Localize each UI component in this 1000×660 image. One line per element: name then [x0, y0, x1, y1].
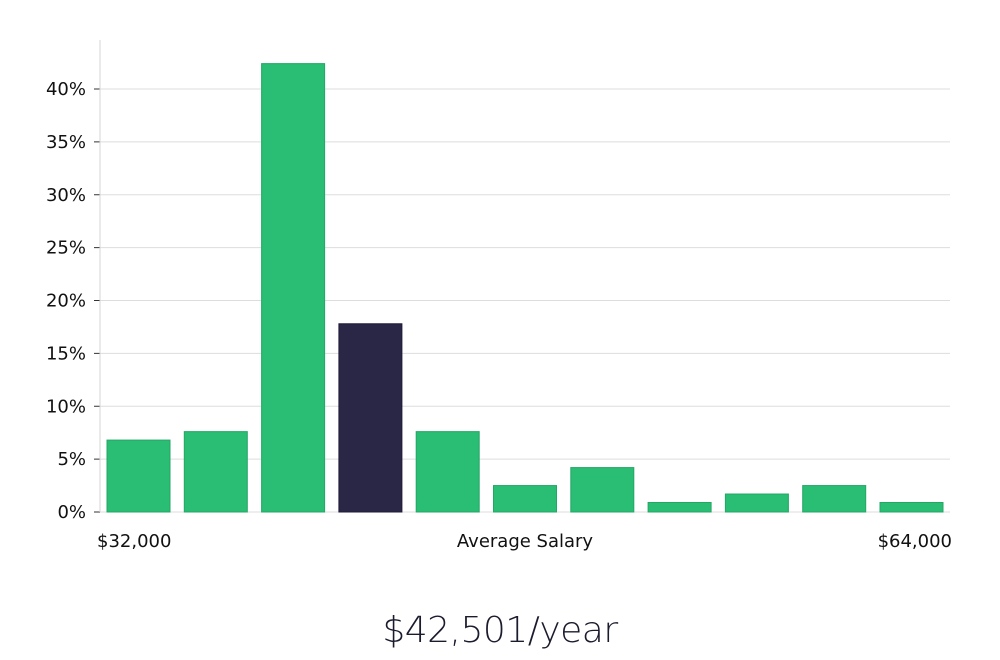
y-tick-label: 20%: [46, 291, 86, 312]
salary-histogram: 0% 5% 10% 15% 20% 25% 30% 35% 40% $32,000 Averag…: [46, 40, 952, 552]
bar: [802, 485, 867, 513]
bar: [261, 63, 326, 513]
x-axis-title: Average Salary: [457, 531, 594, 552]
y-tick-label: 10%: [46, 396, 86, 417]
y-tick-label: 35%: [46, 132, 86, 153]
bar-highlighted: [338, 323, 403, 513]
bar: [647, 501, 712, 513]
y-tick-label: 15%: [46, 343, 86, 364]
y-tick-label: 0%: [57, 502, 86, 523]
y-tick-label: 30%: [46, 185, 86, 206]
bar: [724, 493, 789, 513]
bar: [106, 439, 171, 513]
y-tick-label: 25%: [46, 238, 86, 259]
y-axis-ticks: 0% 5% 10% 15% 20% 25% 30% 35% 40%: [46, 79, 100, 523]
bar: [879, 501, 944, 513]
bar: [183, 431, 248, 513]
average-salary-headline: $42,501/year: [382, 610, 618, 651]
bar: [570, 467, 635, 513]
y-tick-label: 40%: [46, 79, 86, 100]
bar: [493, 485, 557, 513]
x-axis-min-label: $32,000: [97, 531, 171, 552]
bar: [415, 431, 480, 513]
y-tick-label: 5%: [57, 449, 86, 470]
bars: [106, 63, 944, 513]
x-axis-max-label: $64,000: [878, 531, 952, 552]
